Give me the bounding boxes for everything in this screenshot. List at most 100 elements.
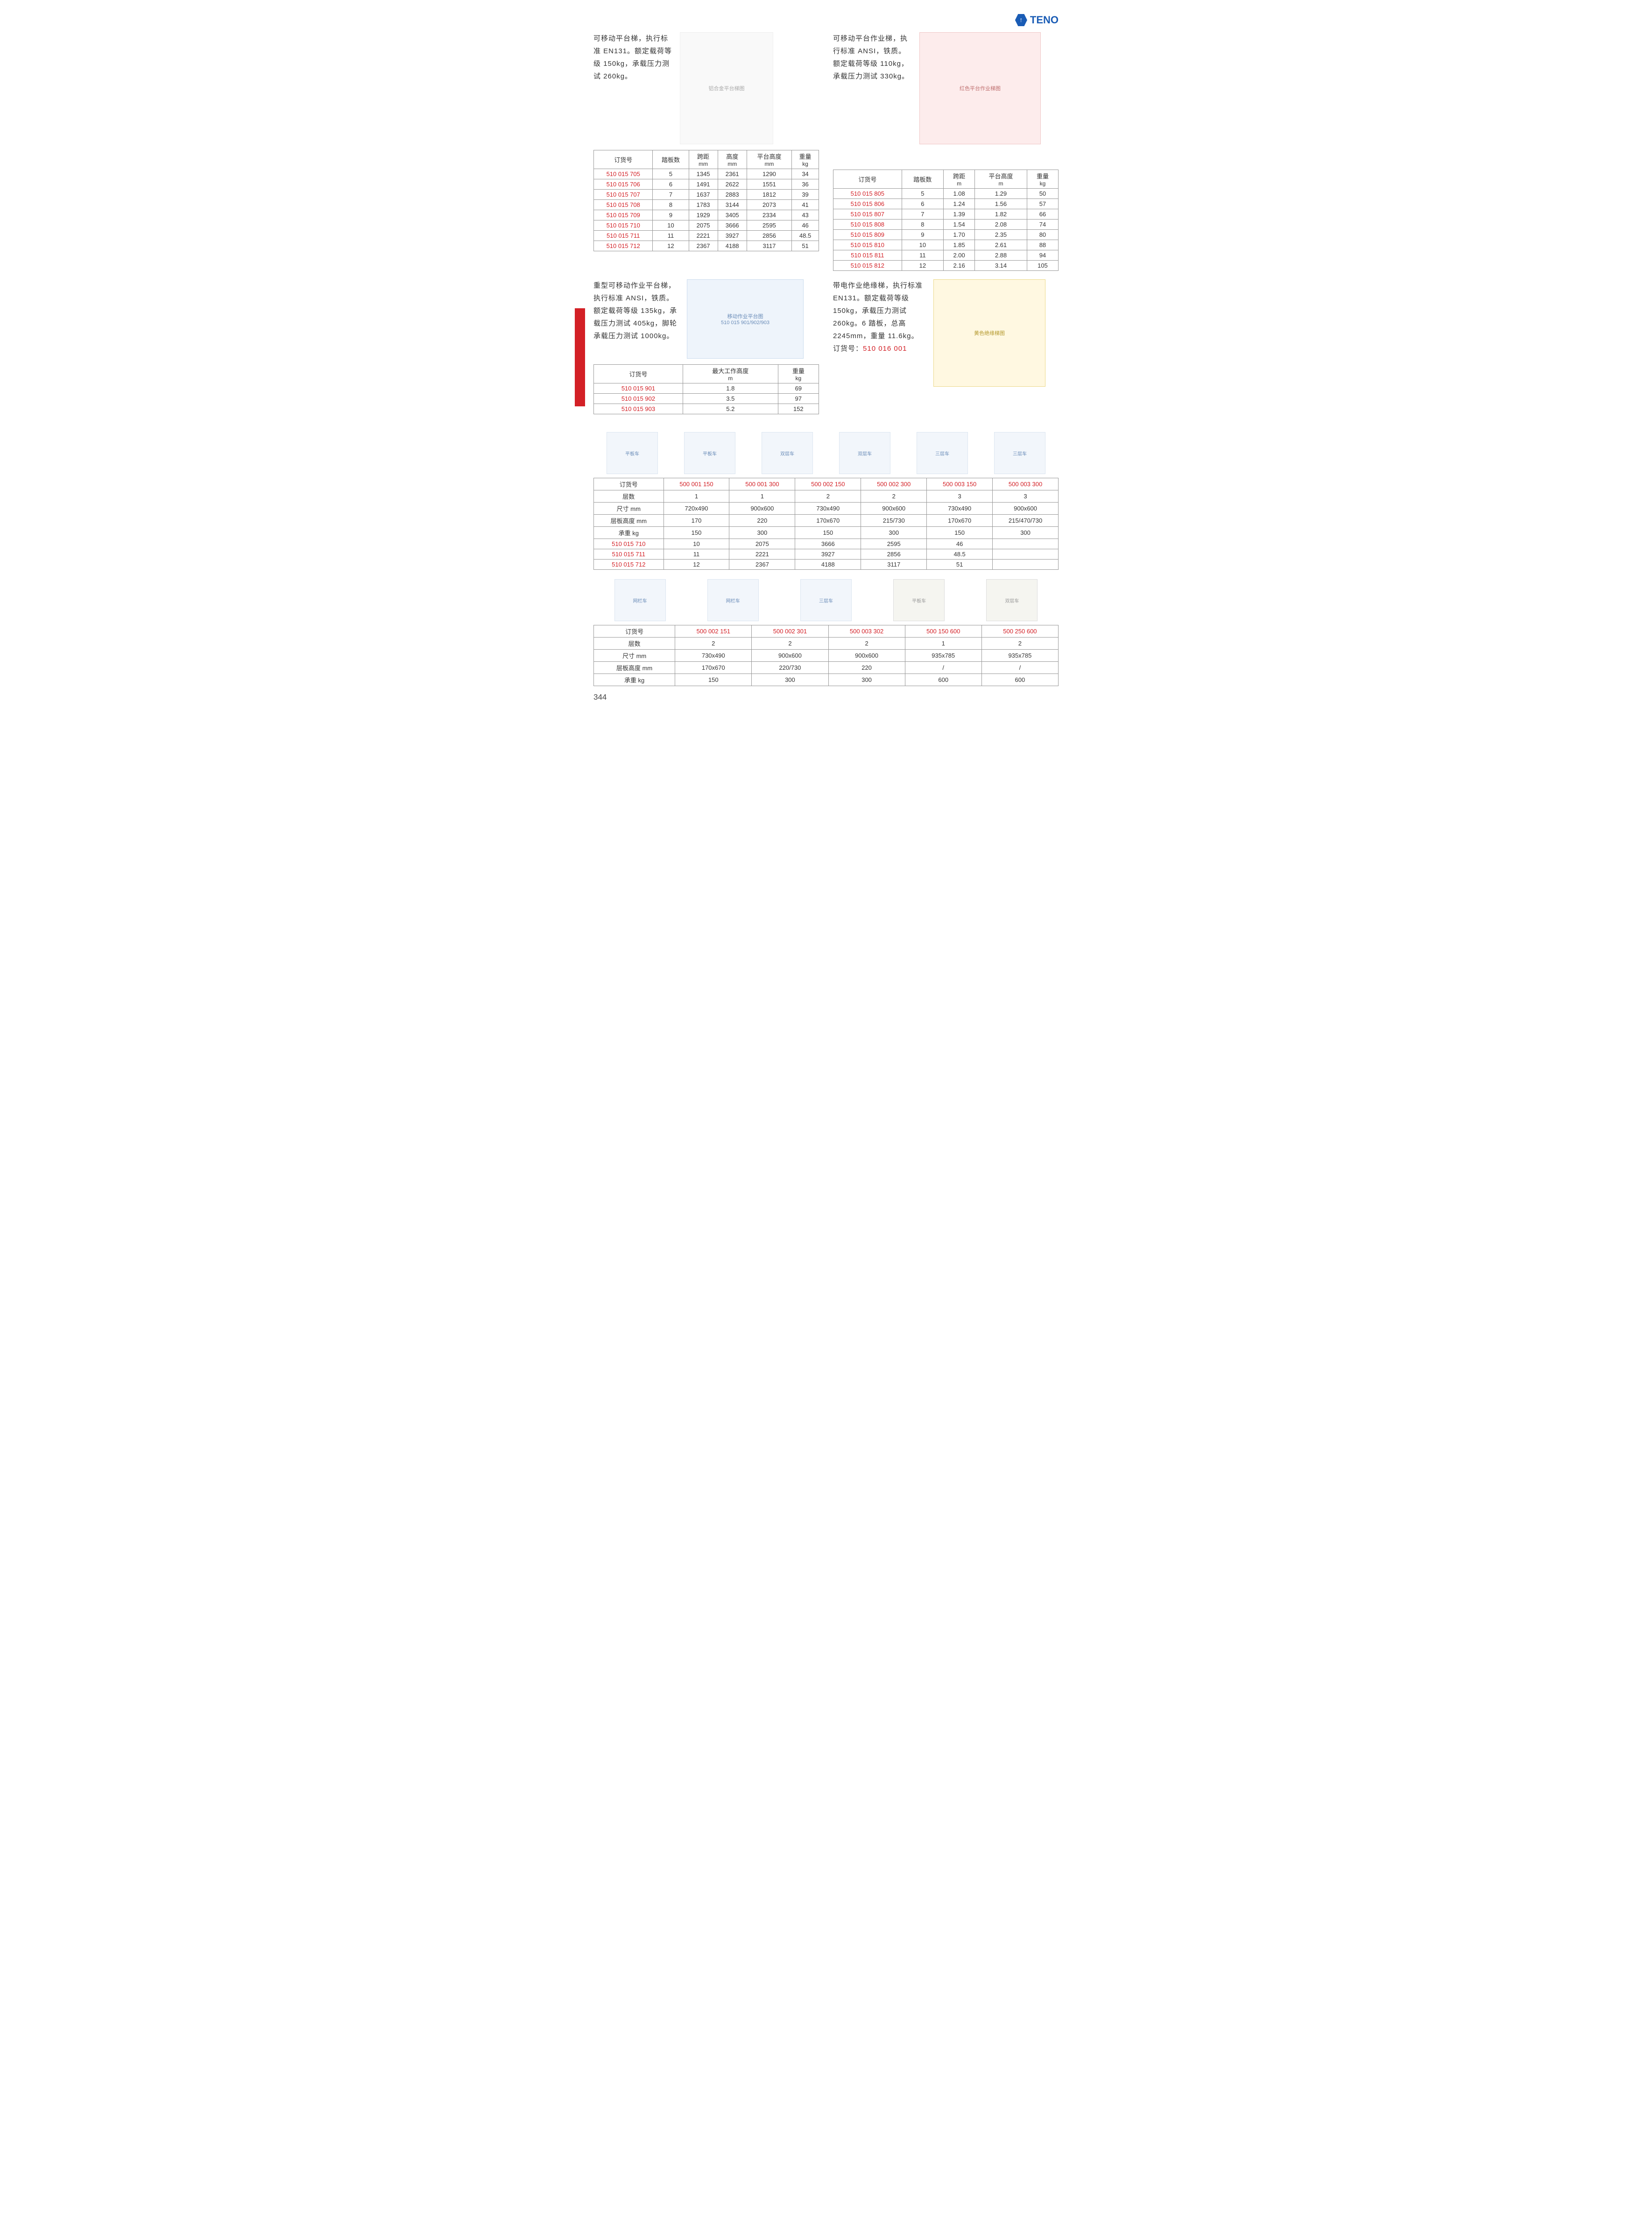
product-desc: 可移动平台梯，执行标准 EN131。额定载荷等级 150kg，承载压力测试 26… [593, 32, 673, 144]
row-label-cell: 层板高度 mm [594, 662, 675, 674]
order-no-cell: 510 015 806 [833, 199, 902, 209]
value-cell: 1 [664, 490, 729, 503]
value-cell: 3666 [795, 539, 861, 549]
value-cell: 170 [664, 515, 729, 527]
value-cell: 2595 [861, 539, 927, 549]
order-number: 510 016 001 [863, 345, 907, 353]
row-label-cell: 层数 [594, 638, 675, 650]
spec-table-1: 订货号踏板数跨距mm高度mm平台高度mm重量kg510 015 70551345… [593, 150, 819, 251]
value-cell: 2.16 [944, 261, 975, 271]
value-cell: 3 [927, 490, 993, 503]
row-label-cell: 层板高度 mm [594, 515, 664, 527]
value-cell: 3.14 [975, 261, 1027, 271]
col-header: 跨距m [944, 170, 975, 189]
value-cell: 2883 [718, 190, 747, 200]
cart-image: 网栏车 [614, 579, 666, 621]
cart-image: 三层车 [917, 432, 968, 474]
value-cell: 5.2 [683, 404, 778, 414]
table-row: 510 015 80991.702.3580 [833, 230, 1059, 240]
value-cell: 2 [795, 490, 861, 503]
value-cell: 2.88 [975, 250, 1027, 261]
row-label-cell: 尺寸 mm [594, 650, 675, 662]
table-row: 510 015 707716372883181239 [594, 190, 819, 200]
table-row: 510 015 9035.2152 [594, 404, 819, 414]
value-cell: 4188 [718, 241, 747, 251]
brand-name: TENO [1030, 14, 1059, 26]
value-cell: 730x490 [927, 503, 993, 515]
row-label-cell: 层数 [594, 490, 664, 503]
value-cell: 88 [1027, 240, 1058, 250]
table-row: 510 015 812122.163.14105 [833, 261, 1059, 271]
value-cell: 300 [861, 527, 927, 539]
value-cell: 1.39 [944, 209, 975, 220]
value-cell: 1 [729, 490, 795, 503]
value-cell: 2367 [689, 241, 718, 251]
cart-image: 双层车 [762, 432, 813, 474]
table-row: 层板高度 mm170220170x670215/730170x670215/47… [594, 515, 1059, 527]
value-cell: 3.5 [683, 394, 778, 404]
order-no-cell: 510 015 808 [833, 220, 902, 230]
value-cell: 2075 [729, 539, 795, 549]
value-cell: 97 [778, 394, 819, 404]
row-label-cell: 订货号 [594, 478, 664, 490]
row-label-cell: 510 015 712 [594, 560, 664, 570]
order-no-cell: 500 002 300 [861, 478, 927, 490]
product-desc: 可移动平台作业梯，执行标准 ANSI，铁质。额定载荷等级 110kg，承载压力测… [833, 32, 912, 144]
value-cell: 2622 [718, 179, 747, 190]
value-cell: 900x600 [729, 503, 795, 515]
value-cell: 3 [993, 490, 1059, 503]
cart-image: 平板车 [607, 432, 658, 474]
table-row: 订货号500 002 151500 002 301500 003 302500 … [594, 625, 1059, 638]
order-no-cell: 510 015 901 [594, 383, 683, 394]
value-cell: 2334 [747, 210, 791, 220]
col-header: 订货号 [594, 150, 653, 169]
table-row: 层数112233 [594, 490, 1059, 503]
order-no-cell: 510 015 807 [833, 209, 902, 220]
value-cell: 51 [927, 560, 993, 570]
table-row: 510 015 811112.002.8894 [833, 250, 1059, 261]
cart-image: 平板车 [684, 432, 735, 474]
value-cell: 2 [828, 638, 905, 650]
order-no-cell: 500 003 302 [828, 625, 905, 638]
value-cell: 1.85 [944, 240, 975, 250]
value-cell: 730x490 [795, 503, 861, 515]
value-cell: 152 [778, 404, 819, 414]
cart-spec-table-a: 订货号500 001 150500 001 300500 002 150500 … [593, 478, 1059, 570]
order-no-cell: 510 015 709 [594, 210, 653, 220]
logo-icon [1015, 14, 1027, 26]
col-header: 订货号 [833, 170, 902, 189]
value-cell: 1.24 [944, 199, 975, 209]
cart-image: 三层车 [800, 579, 852, 621]
order-no-cell: 510 015 706 [594, 179, 653, 190]
value-cell: 720x490 [664, 503, 729, 515]
order-no-cell: 510 015 810 [833, 240, 902, 250]
value-cell: 730x490 [675, 650, 752, 662]
order-no-cell: 500 002 151 [675, 625, 752, 638]
spec-table-3: 订货号最大工作高度m重量kg510 015 9011.869510 015 90… [593, 364, 819, 414]
row-label-cell: 承重 kg [594, 527, 664, 539]
value-cell: 2221 [689, 231, 718, 241]
table-row: 510 015 7101020753666259546 [594, 220, 819, 231]
order-no-cell: 510 015 708 [594, 200, 653, 210]
value-cell: 69 [778, 383, 819, 394]
product-desc: 带电作业绝缘梯，执行标准 EN131。额定载荷等级 150kg，承载压力测试 2… [833, 279, 926, 387]
spec-table-2: 订货号踏板数跨距m平台高度m重量kg510 015 80551.081.2950… [833, 170, 1059, 271]
value-cell: 3927 [718, 231, 747, 241]
section-1-left: 可移动平台梯，执行标准 EN131。额定载荷等级 150kg，承载压力测试 26… [593, 32, 819, 271]
cart-image: 双层车 [839, 432, 890, 474]
product-desc: 重型可移动作业平台梯，执行标准 ANSI，铁质。额定载荷等级 135kg，承载压… [593, 279, 680, 359]
value-cell: 900x600 [828, 650, 905, 662]
value-cell: 935x785 [981, 650, 1058, 662]
value-cell: 1637 [689, 190, 718, 200]
order-no-cell: 510 015 812 [833, 261, 902, 271]
value-cell: 10 [902, 240, 943, 250]
value-cell: 46 [792, 220, 819, 231]
value-cell: 10 [653, 220, 689, 231]
table-row: 510 015 9011.869 [594, 383, 819, 394]
product-image-yellow-ladder: 黄色绝缘梯图 [933, 279, 1045, 387]
col-header: 踏板数 [902, 170, 943, 189]
table-row: 层板高度 mm170x670220/730220// [594, 662, 1059, 674]
value-cell: 1345 [689, 169, 718, 179]
value-cell: 36 [792, 179, 819, 190]
value-cell: 7 [653, 190, 689, 200]
